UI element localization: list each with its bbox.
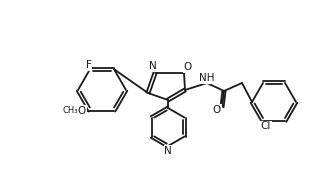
Text: CH₃: CH₃ xyxy=(62,106,78,115)
Text: O: O xyxy=(213,105,221,115)
Text: Cl: Cl xyxy=(261,121,271,131)
Text: F: F xyxy=(86,60,92,70)
Text: N: N xyxy=(164,146,172,156)
Text: O: O xyxy=(184,62,192,72)
Text: N: N xyxy=(149,61,157,71)
Text: NH: NH xyxy=(199,73,215,83)
Text: O: O xyxy=(78,106,86,116)
